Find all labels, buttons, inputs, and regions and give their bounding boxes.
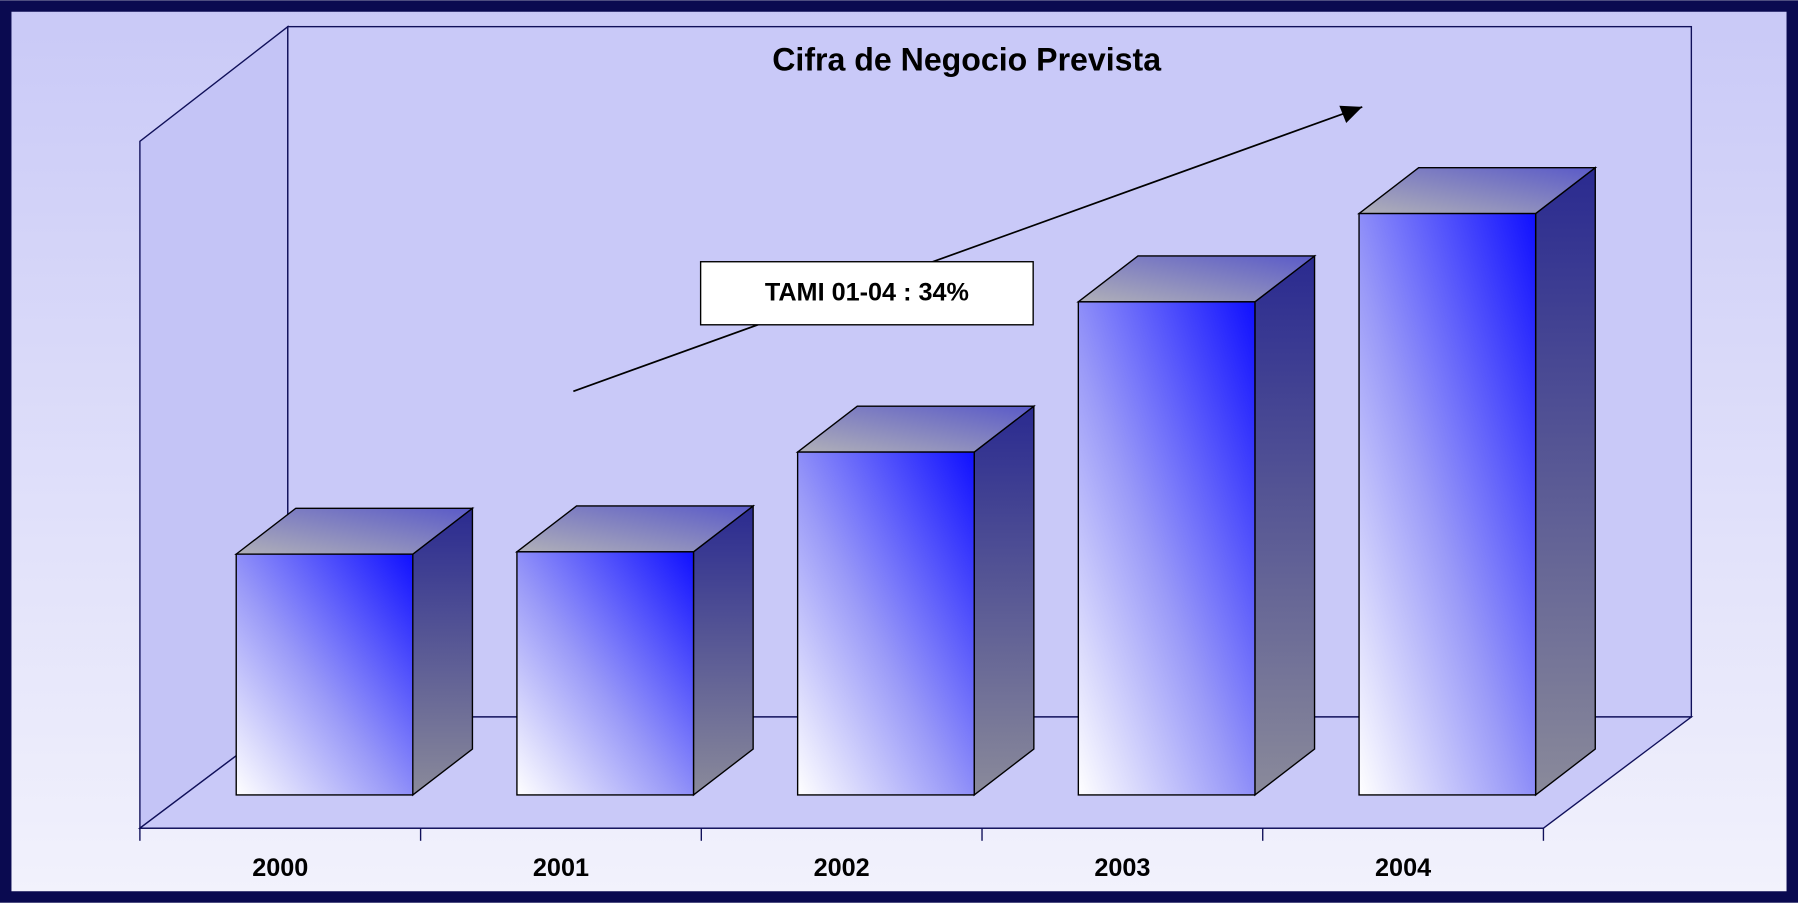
bar	[1357, 166, 1598, 797]
bars	[234, 166, 1598, 797]
bar-front	[1077, 301, 1256, 796]
bar	[234, 506, 475, 797]
bar-side	[973, 404, 1035, 797]
bar-side	[1534, 166, 1596, 797]
annotation: TAMI 01-04 : 34%	[765, 278, 969, 306]
bar-side	[1254, 254, 1316, 797]
x-tick-label: 2003	[1094, 854, 1150, 882]
x-tick-label: 2000	[252, 854, 308, 882]
bar	[1076, 254, 1317, 797]
chart-title: Cifra de Negocio Prevista	[772, 42, 1162, 78]
trend-arrow	[573, 106, 1363, 393]
bar	[795, 404, 1036, 797]
x-tick-label: 2004	[1375, 854, 1431, 882]
annotation-box	[699, 261, 1034, 326]
bar-front	[516, 551, 695, 796]
bar-front	[796, 451, 975, 796]
bar-side	[412, 506, 474, 797]
bar-front	[235, 553, 414, 796]
bar	[514, 504, 756, 797]
bar-front	[1358, 212, 1537, 796]
arrow-head	[1339, 105, 1363, 123]
bar-side	[692, 504, 754, 797]
x-tick-label: 2001	[533, 854, 589, 882]
x-tick-label: 2002	[814, 854, 870, 882]
